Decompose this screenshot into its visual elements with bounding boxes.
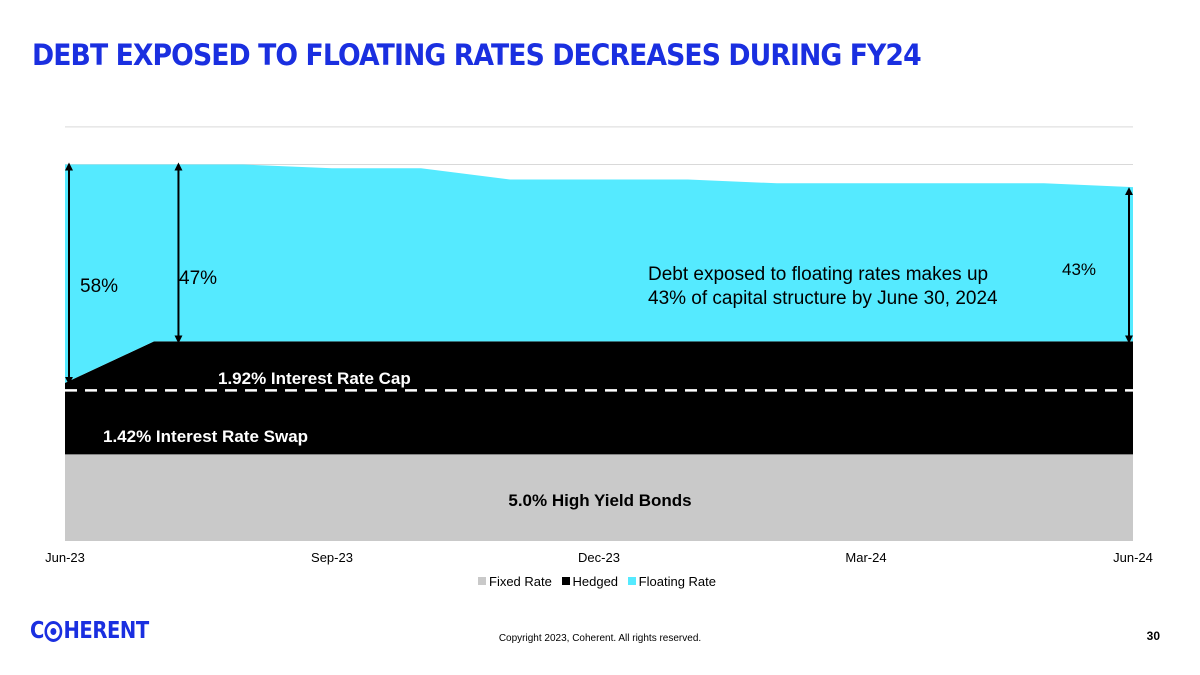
legend-label: Hedged xyxy=(572,574,619,589)
area-fixed-rate xyxy=(65,454,1133,541)
legend-item-floating-rate: Floating Rate xyxy=(627,574,716,589)
high-yield-bonds-label: 5.0% High Yield Bonds xyxy=(508,491,691,510)
x-tick-label: Sep-23 xyxy=(311,550,353,565)
area-floating-rate xyxy=(65,164,1133,383)
floating-pct-start-label: 58% xyxy=(80,276,118,297)
x-tick-label: Jun-23 xyxy=(45,550,85,565)
x-tick-label: Mar-24 xyxy=(845,550,886,565)
interest-rate-cap-label: 1.92% Interest Rate Cap xyxy=(218,369,411,388)
copyright-text: Copyright 2023, Coherent. All rights res… xyxy=(498,633,702,644)
page-number: 30 xyxy=(1146,629,1160,643)
floating-note-line-2: 43% of capital structure by June 30, 202… xyxy=(648,288,998,309)
chart-legend: Fixed Rate Hedged Floating Rate xyxy=(0,574,1200,589)
legend-label: Fixed Rate xyxy=(489,574,552,589)
legend-swatch xyxy=(561,577,570,585)
legend-swatch xyxy=(627,577,636,585)
page-title: DEBT EXPOSED TO FLOATING RATES DECREASES… xyxy=(32,38,922,72)
logo-text-end: HERENT xyxy=(63,618,149,644)
legend-label: Floating Rate xyxy=(638,574,716,589)
legend-item-fixed-rate: Fixed Rate xyxy=(478,574,552,589)
coherent-logo: C HERENT xyxy=(30,618,149,644)
legend-swatch xyxy=(478,577,486,585)
floating-rate-area-chart: Jun-23 Sep-23 Dec-23 Mar-24 Jun-24 5.0% High… xyxy=(45,126,1153,565)
floating-pct-end-label: 43% xyxy=(1062,260,1096,279)
legend-item-hedged: Hedged xyxy=(561,574,619,589)
x-tick-label: Dec-23 xyxy=(578,550,620,565)
floating-note-line-1: Debt exposed to floating rates makes up xyxy=(648,264,988,285)
interest-rate-swap-label: 1.42% Interest Rate Swap xyxy=(103,427,308,446)
area-hedged xyxy=(65,341,1133,455)
x-tick-label: Jun-24 xyxy=(1113,550,1153,565)
floating-pct-after-cap-label: 47% xyxy=(179,268,217,289)
logo-globe-icon xyxy=(44,620,63,642)
logo-text-start: C xyxy=(30,618,44,644)
